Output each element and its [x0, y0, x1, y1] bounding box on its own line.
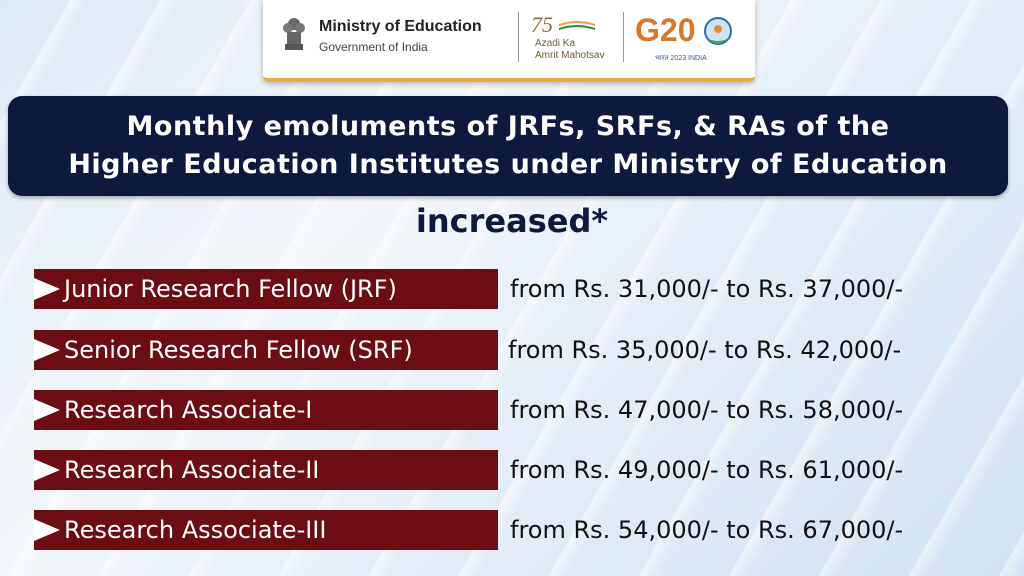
increased-heading: increased*	[415, 202, 609, 240]
title-line-2: Higher Education Institutes under Minist…	[68, 149, 948, 180]
ministry-name: Ministry of Education	[319, 18, 482, 35]
aka-line1: Azadi Ka	[535, 38, 576, 49]
emolument-row-ra3: Research Associate-III from Rs. 54,000/-…	[34, 510, 1014, 554]
divider	[623, 12, 624, 62]
emolument-row-ra2: Research Associate-II from Rs. 49,000/- …	[34, 450, 1014, 494]
position-label: Junior Research Fellow (JRF)	[34, 269, 498, 309]
position-label: Research Associate-III	[34, 510, 498, 550]
aka-line2: Amrit Mahotsav	[535, 50, 605, 61]
emolument-amount: from Rs. 49,000/- to Rs. 61,000/-	[510, 456, 904, 484]
aka-number: 75	[531, 12, 553, 37]
position-label: Research Associate-II	[34, 450, 498, 490]
emolument-row-jrf: Junior Research Fellow (JRF) from Rs. 31…	[34, 269, 1014, 313]
emolument-row-srf: Senior Research Fellow (SRF) from Rs. 35…	[34, 330, 1014, 374]
logo-header: Ministry of Education Government of Indi…	[263, 0, 755, 82]
arrow-icon	[34, 339, 60, 361]
g20-logo: G20 भारत 2023 INDIA	[635, 12, 745, 68]
g20-text: G20	[635, 12, 696, 48]
position-label-text: Senior Research Fellow (SRF)	[64, 336, 413, 364]
globe-lotus-icon	[704, 17, 732, 45]
tricolor-flag-icon	[559, 21, 595, 30]
azadi-ka-amrit-mahotsav-logo: 75 Azadi Ka Amrit Mahotsav	[529, 12, 619, 68]
emolument-amount: from Rs. 35,000/- to Rs. 42,000/-	[508, 336, 902, 364]
ministry-subtitle: Government of India	[319, 40, 428, 54]
emolument-row-ra1: Research Associate-I from Rs. 47,000/- t…	[34, 390, 1014, 434]
position-label-text: Research Associate-I	[64, 396, 313, 424]
emolument-amount: from Rs. 54,000/- to Rs. 67,000/-	[510, 516, 904, 544]
position-label: Research Associate-I	[34, 390, 498, 430]
title-banner: Monthly emoluments of JRFs, SRFs, & RAs …	[8, 96, 1008, 196]
divider	[518, 12, 519, 62]
emolument-amount: from Rs. 47,000/- to Rs. 58,000/-	[510, 396, 904, 424]
position-label-text: Research Associate-III	[64, 516, 327, 544]
title-line-1: Monthly emoluments of JRFs, SRFs, & RAs …	[126, 111, 890, 142]
position-label-text: Research Associate-II	[64, 456, 320, 484]
position-label-text: Junior Research Fellow (JRF)	[64, 275, 397, 303]
arrow-icon	[34, 399, 60, 421]
arrow-icon	[34, 278, 60, 300]
arrow-icon	[34, 519, 60, 541]
g20-tagline: भारत 2023 INDIA	[655, 55, 707, 62]
arrow-icon	[34, 459, 60, 481]
position-label: Senior Research Fellow (SRF)	[34, 330, 498, 370]
emolument-amount: from Rs. 31,000/- to Rs. 37,000/-	[510, 275, 904, 303]
national-emblem-icon	[283, 18, 305, 50]
